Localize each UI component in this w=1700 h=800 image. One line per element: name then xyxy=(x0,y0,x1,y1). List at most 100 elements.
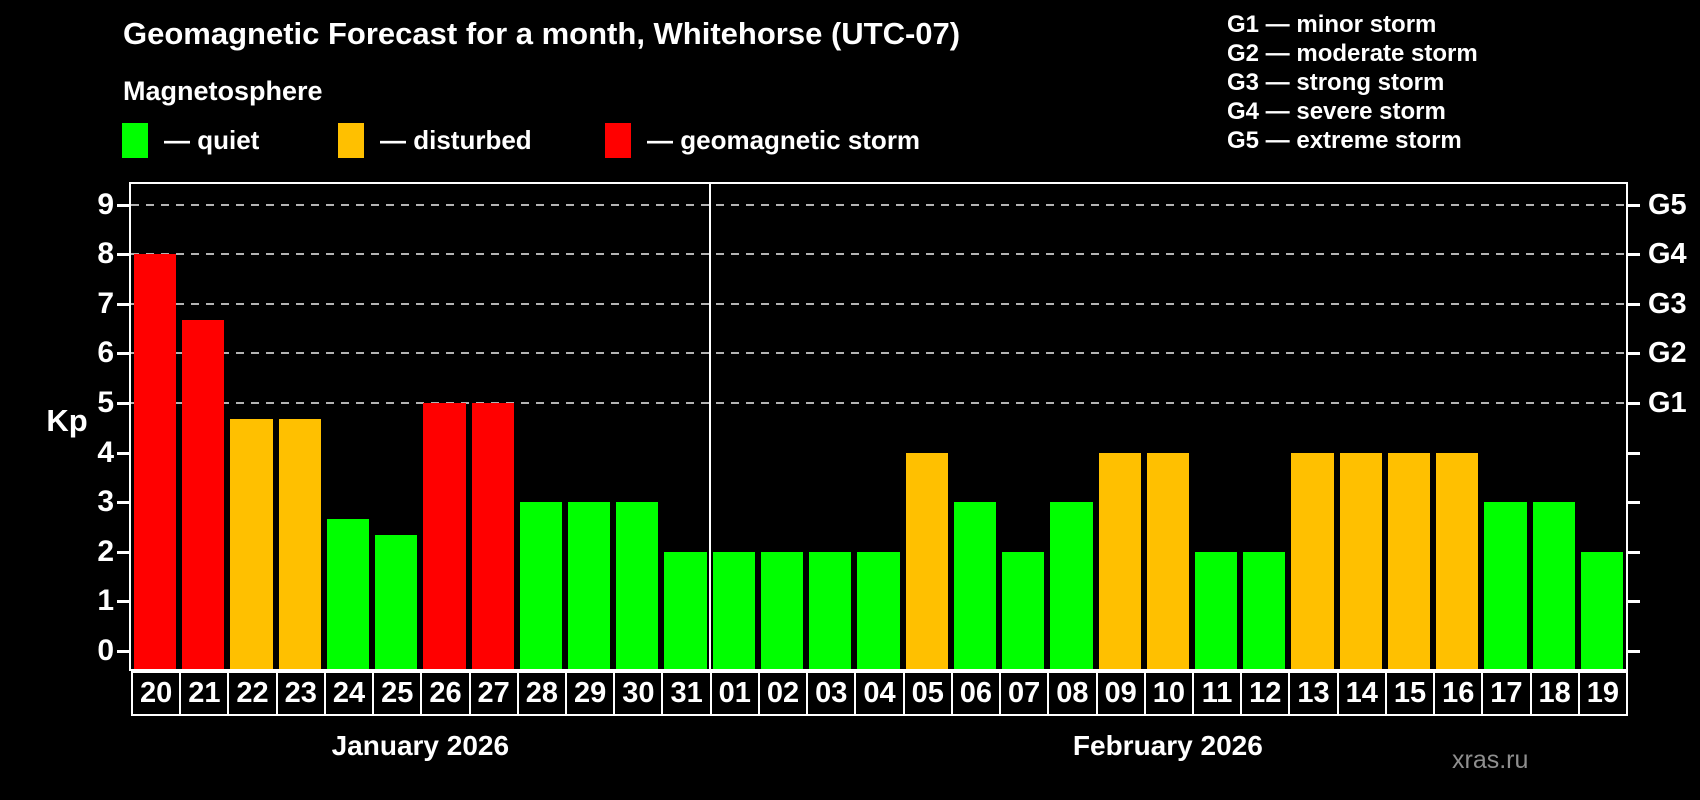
bar-day-19 xyxy=(1580,551,1623,669)
day-cell-29: 29 xyxy=(565,671,616,716)
day-cell-12: 12 xyxy=(1240,671,1291,716)
day-cell-08: 08 xyxy=(1047,671,1098,716)
chart-subtitle: Magnetosphere xyxy=(123,76,323,106)
gridline-kp-7 xyxy=(131,302,1626,305)
y-tick-label-3: 3 xyxy=(97,485,114,519)
storm-swatch-icon xyxy=(605,122,631,158)
day-cell-25: 25 xyxy=(372,671,423,716)
day-cell-02: 02 xyxy=(757,671,809,716)
y-tick-label-7: 7 xyxy=(97,286,114,320)
y-tick-5 xyxy=(117,402,131,405)
g-tick-1 xyxy=(1626,600,1640,604)
day-cell-16: 16 xyxy=(1433,671,1484,716)
bar-day-05 xyxy=(905,452,948,669)
bar-day-28 xyxy=(519,502,563,669)
day-cell-24: 24 xyxy=(323,671,375,716)
g-scale-legend: G1 — minor storm G2 — moderate storm G3 … xyxy=(1227,10,1478,155)
day-cell-18: 18 xyxy=(1529,671,1580,716)
y-tick-label-8: 8 xyxy=(97,237,114,271)
legend-label-quiet: — quiet xyxy=(164,124,260,155)
day-cell-06: 06 xyxy=(950,671,1002,716)
bar-day-23 xyxy=(278,419,321,669)
bar-day-27 xyxy=(471,403,514,669)
day-cell-01: 01 xyxy=(709,671,760,716)
day-cell-07: 07 xyxy=(999,671,1050,716)
bar-day-13 xyxy=(1291,452,1334,669)
legend-item-disturbed: — disturbed xyxy=(338,122,532,158)
bar-day-09 xyxy=(1098,452,1141,669)
y-tick-8 xyxy=(117,253,131,257)
day-cell-09: 09 xyxy=(1095,671,1146,716)
day-cell-28: 28 xyxy=(516,671,568,716)
bar-day-02 xyxy=(760,551,804,669)
bar-day-25 xyxy=(375,535,418,669)
gridline-kp-6 xyxy=(131,352,1626,355)
y-tick-label-1: 1 xyxy=(97,584,114,618)
bar-day-20 xyxy=(134,254,177,669)
g-tick-8 xyxy=(1626,253,1640,257)
plot-area xyxy=(129,182,1628,671)
g-tick-7 xyxy=(1626,302,1640,306)
g-tick-3 xyxy=(1626,501,1640,505)
g-tick-4 xyxy=(1626,451,1640,455)
month-label-january: January 2026 xyxy=(331,730,510,761)
bar-day-08 xyxy=(1050,502,1093,669)
y-tick-label-5: 5 xyxy=(97,386,114,419)
bar-day-31 xyxy=(664,551,707,669)
day-cell-15: 15 xyxy=(1384,671,1436,716)
day-cell-13: 13 xyxy=(1288,671,1339,716)
y-tick-label-9: 9 xyxy=(97,187,114,221)
y-axis-label: Kp xyxy=(46,403,88,438)
month-separator xyxy=(708,184,711,669)
y-tick-0 xyxy=(117,650,131,653)
day-cell-05: 05 xyxy=(902,671,953,716)
day-cell-22: 22 xyxy=(227,671,278,716)
y-tick-3 xyxy=(117,501,131,505)
g-tick-6 xyxy=(1626,352,1640,356)
bar-day-18 xyxy=(1532,502,1575,669)
bar-day-12 xyxy=(1243,551,1286,669)
day-cell-20: 20 xyxy=(131,671,182,716)
bar-day-22 xyxy=(230,419,273,669)
day-cell-27: 27 xyxy=(468,671,519,716)
y-tick-7 xyxy=(117,302,131,306)
bar-day-21 xyxy=(182,320,225,669)
g-legend-line: G5 — extreme storm xyxy=(1227,127,1462,154)
y-tick-6 xyxy=(117,352,131,356)
y-tick-2 xyxy=(117,550,131,554)
bar-day-07 xyxy=(1002,551,1045,669)
y-tick-label-2: 2 xyxy=(97,534,114,568)
legend-item-storm: — geomagnetic storm xyxy=(605,122,920,158)
quiet-swatch-icon xyxy=(122,122,148,158)
day-cell-03: 03 xyxy=(806,671,857,716)
g-label-G5: G5 xyxy=(1648,188,1687,221)
day-cell-21: 21 xyxy=(179,671,230,716)
y-tick-label-6: 6 xyxy=(97,336,114,370)
day-cell-17: 17 xyxy=(1481,671,1532,716)
y-tick-1 xyxy=(117,600,131,604)
day-cell-31: 31 xyxy=(661,671,712,716)
gridline-kp-8 xyxy=(131,253,1626,256)
bar-day-15 xyxy=(1387,452,1431,669)
day-cell-26: 26 xyxy=(420,671,471,716)
y-tick-4 xyxy=(117,451,131,455)
bar-day-24 xyxy=(326,518,370,669)
chart-title: Geomagnetic Forecast for a month, Whiteh… xyxy=(123,16,961,51)
bar-day-16 xyxy=(1436,452,1479,669)
day-cell-19: 19 xyxy=(1577,671,1628,716)
y-tick-label-4: 4 xyxy=(97,435,114,469)
day-cell-11: 11 xyxy=(1191,671,1243,716)
gridline-kp-5 xyxy=(131,402,1626,404)
g-tick-2 xyxy=(1626,550,1640,554)
legend-item-quiet: — quiet xyxy=(122,122,259,158)
month-label-february: February 2026 xyxy=(1072,730,1263,761)
bar-day-14 xyxy=(1339,452,1382,669)
g-legend-line: G4 — severe storm xyxy=(1227,98,1446,125)
day-cell-14: 14 xyxy=(1336,671,1387,716)
gridline-kp-9 xyxy=(131,203,1626,206)
legend-label-storm: — geomagnetic storm xyxy=(647,124,921,155)
watermark: xras.ru xyxy=(1452,746,1529,774)
g-label-G3: G3 xyxy=(1648,287,1687,320)
g-tick-0 xyxy=(1626,650,1640,653)
